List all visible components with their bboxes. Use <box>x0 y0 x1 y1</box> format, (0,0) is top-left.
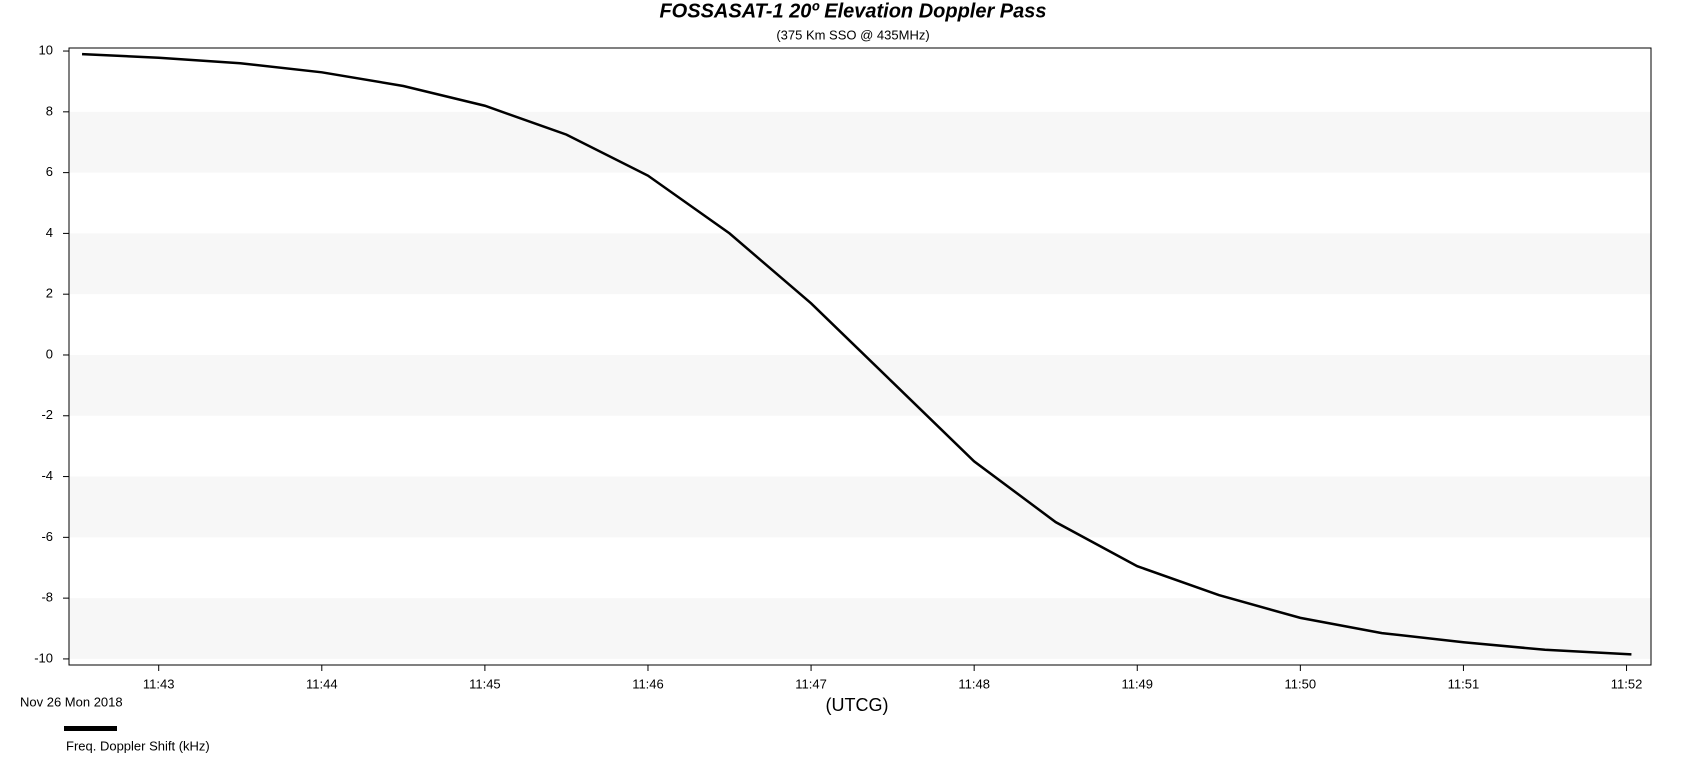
y-tick-label: 2 <box>46 286 53 301</box>
x-tick-label: 11:47 <box>795 676 827 691</box>
y-tick-label: 4 <box>46 225 53 240</box>
date-label: Nov 26 Mon 2018 <box>20 694 123 709</box>
y-tick-label: -10 <box>34 650 53 665</box>
y-tick-label: -4 <box>41 468 53 483</box>
y-tick-label: -2 <box>41 407 53 422</box>
x-axis-label: (UTCG) <box>826 695 889 715</box>
grid-band <box>69 354 1651 416</box>
x-tick-label: 11:51 <box>1448 676 1480 691</box>
y-tick-label: -6 <box>41 529 53 544</box>
x-tick-label: 11:46 <box>632 676 664 691</box>
grid-band <box>69 598 1651 659</box>
x-tick-label: 11:50 <box>1285 676 1317 691</box>
x-tick-label: 11:45 <box>469 676 501 691</box>
x-tick-label: 11:52 <box>1611 676 1643 691</box>
legend-swatch <box>64 726 117 731</box>
y-tick-label: -8 <box>41 590 53 605</box>
grid-band <box>69 476 1651 538</box>
x-tick-label: 11:49 <box>1121 676 1153 691</box>
y-tick-label: 8 <box>46 103 53 118</box>
y-tick-label: 0 <box>46 346 53 361</box>
line-series <box>81 52 1632 656</box>
legend-label: Freq. Doppler Shift (kHz) <box>66 738 210 753</box>
y-tick-label: 6 <box>46 164 53 179</box>
x-tick-label: 11:48 <box>958 676 990 691</box>
y-tick-label: 10 <box>39 42 53 57</box>
plot-frame <box>68 47 1652 666</box>
x-tick-label: 11:43 <box>143 676 175 691</box>
chart-title: FOSSASAT-1 20º Elevation Doppler Pass <box>659 0 1046 22</box>
grid-band <box>69 111 1651 173</box>
grid-band <box>69 233 1651 295</box>
x-tick-label: 11:44 <box>306 676 338 691</box>
chart-subtitle: (375 Km SSO @ 435MHz) <box>776 27 929 42</box>
